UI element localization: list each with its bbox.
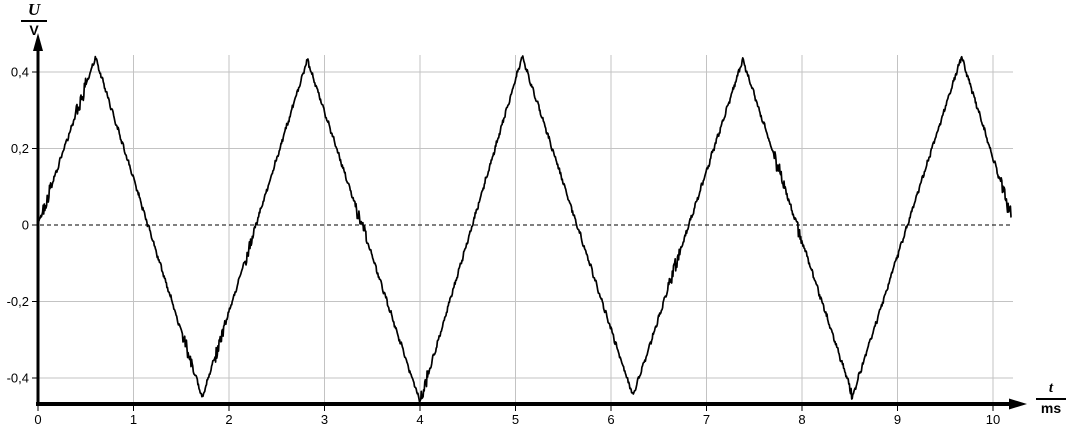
x-tick-label: 0 (34, 412, 41, 427)
gridlines (39, 55, 1013, 402)
x-tick-label: 8 (798, 412, 805, 427)
y-tick-label: 0,2 (11, 141, 29, 156)
y-tick-label: 0 (22, 218, 29, 233)
y-tick-labels: 0,4 0,2 0 -0,2 -0,4 (7, 65, 37, 386)
x-axis-arrowhead-icon (1009, 398, 1027, 410)
y-tick-label: -0,4 (7, 371, 29, 386)
x-tick-label: 3 (321, 412, 328, 427)
y-tick-label: 0,4 (11, 65, 29, 80)
x-tick-label: 10 (986, 412, 1000, 427)
x-axis-label: t ms (1036, 380, 1066, 416)
y-axis-label: U V (21, 1, 47, 38)
x-tick-label: 9 (894, 412, 901, 427)
x-axis-quantity-symbol: t (1036, 380, 1066, 400)
x-tick-label: 7 (703, 412, 710, 427)
x-tick-label: 1 (130, 412, 137, 427)
x-tick-labels: 0 1 2 3 4 5 6 7 8 9 10 (34, 406, 1000, 427)
x-tick-label: 2 (225, 412, 232, 427)
y-axis-unit: V (29, 21, 39, 38)
x-tick-label: 6 (607, 412, 614, 427)
x-axis-unit: ms (1040, 399, 1062, 416)
y-tick-label: -0,2 (7, 294, 29, 309)
y-axis-arrowhead-icon (33, 33, 43, 51)
signal-trace (37, 55, 1012, 404)
x-tick-label: 4 (416, 412, 423, 427)
x-tick-label: 5 (512, 412, 519, 427)
y-axis-quantity-symbol: U (21, 1, 47, 22)
